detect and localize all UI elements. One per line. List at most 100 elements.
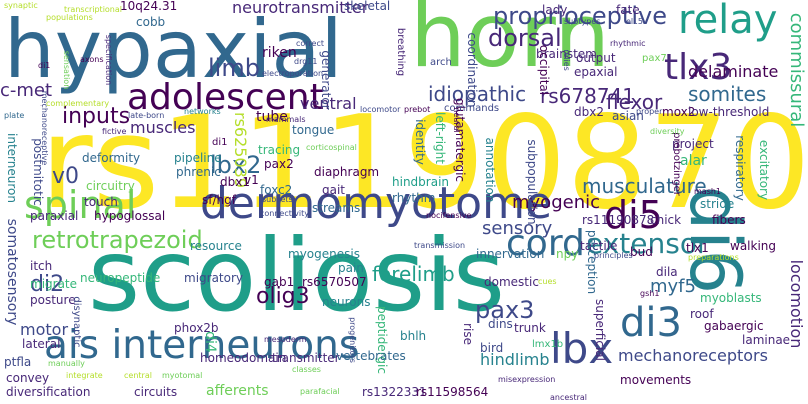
word-sf-hgf: sf/hgf <box>202 193 236 207</box>
word-neuropeptide: neuropeptide <box>80 271 161 285</box>
word-interneuron: interneuron <box>5 133 19 203</box>
word-fibers: fibers <box>712 213 746 227</box>
word-alar: alar <box>680 153 707 169</box>
word-output: output <box>576 51 616 65</box>
word-vertebrates: vertebrates <box>336 349 406 363</box>
word-spinal: spinal <box>24 183 137 227</box>
word-connectivity: connectivity <box>260 209 309 218</box>
word-streams: streams <box>312 201 361 215</box>
word-10q24-31: 10q24.31 <box>120 0 178 13</box>
word-domestic: domestic <box>484 275 539 289</box>
word-complementary: complementary <box>46 99 110 108</box>
word-ais-interneurons: ais interneurons <box>44 323 360 368</box>
word-phox2b: phox2b <box>174 321 219 335</box>
word-v0: v0 <box>52 164 80 189</box>
word-cues: cues <box>538 277 557 286</box>
word-chick: chick <box>650 213 682 227</box>
word-retrotrapezoid: retrotrapezoid <box>32 226 203 254</box>
word-axons: axons <box>80 55 104 64</box>
word-pax3: pax3 <box>475 296 535 324</box>
word-diaphragm: diaphragm <box>314 165 380 179</box>
word-walking: walking <box>730 239 777 253</box>
word-respiratory: respiratory <box>733 135 747 201</box>
word-hypaxial: hypaxial <box>4 3 343 96</box>
word-musculature: musculature <box>582 174 707 198</box>
word-excitatory: excitatory <box>757 139 771 201</box>
word-dbx1: dbx1 <box>220 175 250 189</box>
word-coordination: coordination <box>465 32 479 108</box>
word-left-right: left-right <box>433 112 447 164</box>
word-mammals: mammals <box>266 115 306 124</box>
word-tlx3: tlx3 <box>664 47 733 88</box>
word-bhlh: bhlh <box>400 329 427 343</box>
word-mechanoreceptors: mechanoreceptors <box>618 346 768 365</box>
word-circuitry: circuitry <box>86 179 135 193</box>
word-rise: rise <box>461 323 475 345</box>
word-touch: touch <box>84 195 118 209</box>
word-principles: principles <box>594 251 633 260</box>
word-nocifensive: nocifensive <box>426 211 472 220</box>
word-flexor: flexor <box>606 90 663 114</box>
word-bud: bud <box>630 245 653 259</box>
word-di2: di2 <box>30 272 65 297</box>
word-tongue: tongue <box>292 123 335 137</box>
word-synaptic: synaptic <box>4 1 38 10</box>
word-correct: correct <box>296 39 325 48</box>
word-afferents: afferents <box>206 383 269 399</box>
word-drg11: drg11 <box>294 57 318 66</box>
word-pax7: pax7 <box>642 53 667 64</box>
word-subtypes: subtypes <box>564 17 601 26</box>
word-fictive: fictive <box>102 127 127 136</box>
word-fate: fate <box>616 3 640 17</box>
word-ancestral: ancestral <box>550 393 588 402</box>
word-central: central <box>124 371 152 380</box>
word-pax2: pax2 <box>264 157 294 171</box>
word-progenitors: progenitors <box>348 317 357 363</box>
word-skeletal: skeletal <box>344 0 391 13</box>
word-resource: resource <box>190 239 242 253</box>
word-hindlimb: hindlimb <box>480 350 550 369</box>
word-ell-5: ell.5 <box>626 17 643 26</box>
word-posture: posture <box>30 293 76 307</box>
word-tube: tube <box>256 109 288 125</box>
word-locomotion: locomotion <box>787 259 806 349</box>
word-lbx2: lbx2 <box>210 151 262 179</box>
word-cord: cord <box>506 223 585 264</box>
word-tactile: tactile <box>580 239 618 253</box>
word-neurotransmitter: neurotransmitter <box>232 0 369 17</box>
word-riken: riken <box>262 45 297 61</box>
word-di1-2: di1 <box>212 137 228 148</box>
word-breathing: breathing <box>395 27 406 77</box>
word-perception: perception <box>585 229 599 295</box>
word-hindbrain: hindbrain <box>392 175 450 189</box>
word-convey: convey <box>6 371 50 385</box>
word-somatosensory: somatosensory <box>4 218 20 326</box>
word-populations: populations <box>46 13 93 22</box>
word-roof: roof <box>690 307 714 321</box>
word-ventral: ventral <box>300 94 357 113</box>
word-commands: commands <box>444 103 500 114</box>
word-lady: lady <box>542 3 568 17</box>
word-itch: itch <box>30 259 53 273</box>
word-proprioceptive: proprioceptive <box>493 2 667 30</box>
word-locomotor: locomotor <box>360 105 401 114</box>
word-myoblasts: myoblasts <box>700 291 762 305</box>
word-dermomyotome: dermomyotome <box>200 178 553 229</box>
word-preparations: preparations <box>688 253 739 262</box>
word-sensory: sensory <box>482 218 553 239</box>
word-neural: neural <box>452 107 461 133</box>
word-superficial: superficial <box>593 299 607 361</box>
word-subpopulation: subpopulation <box>525 139 539 225</box>
word-annotation: annotation <box>483 137 497 203</box>
word-dila: dila <box>656 265 678 279</box>
word-npy: npy <box>556 247 579 261</box>
word-proper: proper <box>636 107 663 116</box>
word-dbx2: dbx2 <box>574 105 604 119</box>
word-phrenic: phrenic <box>176 165 221 179</box>
word-corticospinal: corticospinal <box>306 143 357 152</box>
word-homeodomain: homeodomain <box>200 351 287 365</box>
word-relay: relay <box>678 0 778 43</box>
word-extensor: extensor <box>586 227 709 260</box>
word-delaminate: delaminate <box>688 62 779 81</box>
word-paraxial: paraxial <box>30 209 79 223</box>
